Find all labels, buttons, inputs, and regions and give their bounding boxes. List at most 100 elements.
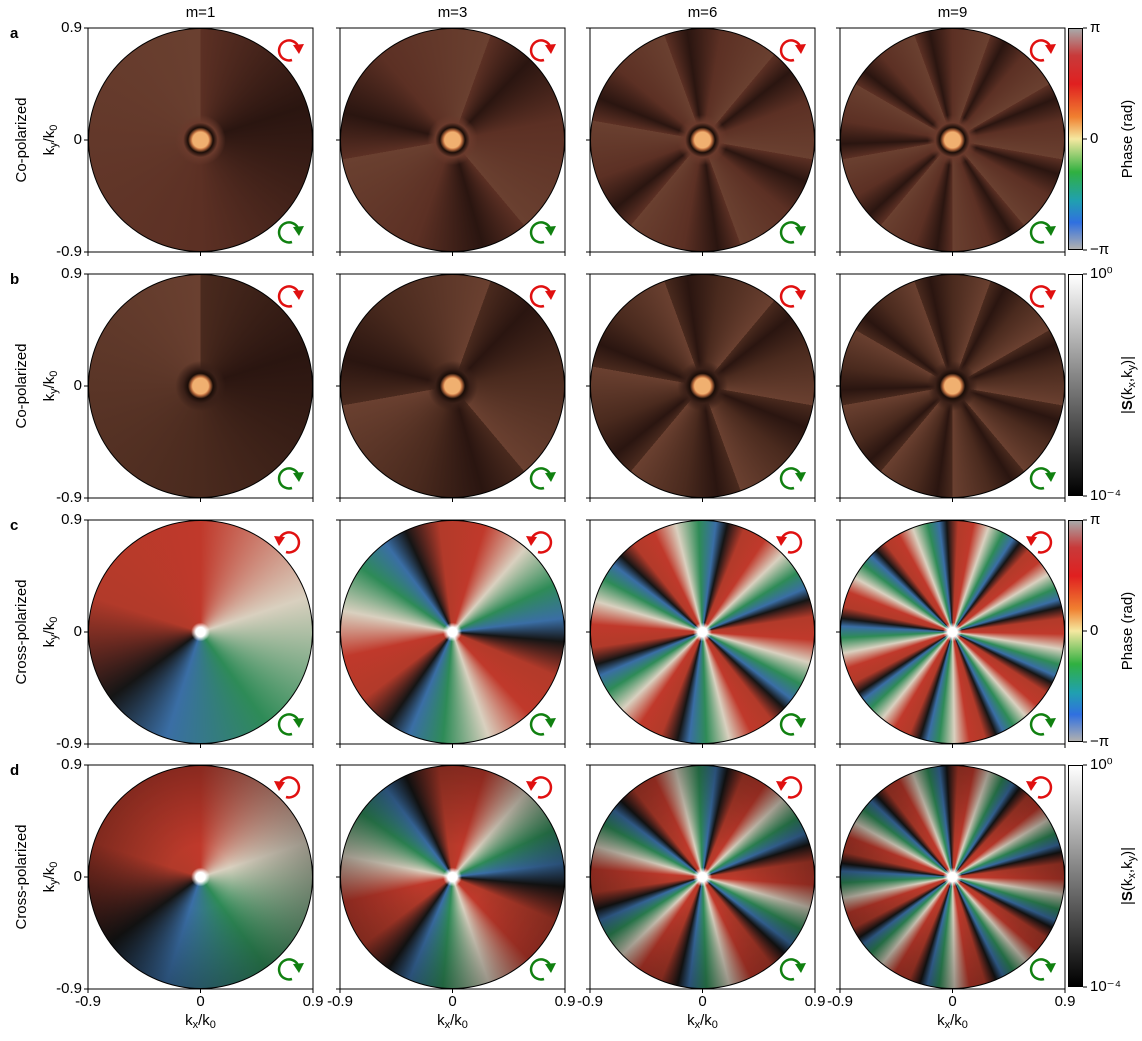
arrow-arc (1031, 286, 1050, 306)
arrow-arc (1031, 959, 1050, 979)
y-tick-label: 0.9 (61, 756, 82, 773)
arrow-arc (531, 714, 550, 734)
arrow-arc (279, 286, 298, 306)
arrow-head (545, 290, 556, 300)
rotation-arrow (531, 286, 556, 306)
axes-frame (840, 520, 1065, 744)
column-title: m=6 (688, 4, 718, 21)
row-label: Co-polarized (13, 343, 30, 428)
rotation-arrow (279, 222, 304, 242)
rotation-arrow (1031, 40, 1056, 60)
arrow-arc (279, 40, 298, 60)
colorbar-label: Phase (rad) (1119, 592, 1136, 670)
axes-frame (88, 765, 313, 989)
arrow-arc (531, 40, 550, 60)
axes-frame (840, 28, 1065, 252)
colorbar-tick-label: 10⁰ (1090, 265, 1113, 282)
colorbar-tick-label: π (1090, 19, 1100, 36)
rotation-arrow (781, 40, 806, 60)
arrow-arc (781, 959, 800, 979)
axes-frame (590, 274, 815, 498)
arrow-head (795, 963, 806, 973)
x-axis-label: kx/k0 (937, 1012, 968, 1031)
arrow-head (1045, 718, 1056, 728)
arrow-head (795, 226, 806, 236)
rotation-arrow (279, 468, 304, 488)
arrow-arc (279, 222, 298, 242)
rotation-arrow (531, 959, 556, 979)
arrow-arc (531, 959, 550, 979)
arrow-head (274, 536, 285, 546)
arrow-head (1026, 536, 1037, 546)
rotation-arrow (781, 714, 806, 734)
row-letter: c (10, 517, 18, 534)
y-tick-label: 0.9 (61, 19, 82, 36)
arrow-head (293, 472, 304, 482)
rotation-arrow (526, 532, 551, 552)
colorbar-label: Phase (rad) (1119, 100, 1136, 178)
arrow-head (776, 781, 787, 791)
row-label: Cross-polarized (13, 579, 30, 684)
x-tick-label: -0.9 (577, 993, 603, 1010)
arrow-head (545, 472, 556, 482)
rotation-arrow (531, 714, 556, 734)
x-tick-label: -0.9 (327, 993, 353, 1010)
colorbar-tick-label: 10⁻⁴ (1090, 978, 1121, 995)
arrow-head (293, 44, 304, 54)
y-tick-label: -0.9 (56, 243, 82, 260)
arrow-arc (781, 714, 800, 734)
rotation-arrow (531, 222, 556, 242)
x-axis-label: kx/k0 (185, 1012, 216, 1031)
rotation-arrow (1031, 959, 1056, 979)
colorbar-tick-label: 0 (1090, 130, 1098, 147)
rotation-arrow (1031, 222, 1056, 242)
x-axis-label: kx/k0 (687, 1012, 718, 1031)
arrow-head (293, 290, 304, 300)
axes-frame (340, 28, 565, 252)
row-label: Cross-polarized (13, 824, 30, 929)
axes-frame (340, 765, 565, 989)
rotation-arrow (776, 532, 801, 552)
arrow-head (293, 963, 304, 973)
colorbar-tick-label: −π (1090, 241, 1109, 258)
arrow-head (1026, 781, 1037, 791)
arrow-head (1045, 963, 1056, 973)
y-tick-label: 0 (74, 377, 82, 394)
rotation-arrow (274, 532, 299, 552)
figure: m=1m=3m=6m=9aCo-polarizedky/k0-0.900.9π0… (0, 0, 1142, 1041)
arrow-head (776, 536, 787, 546)
arrow-arc (1031, 222, 1050, 242)
arrow-head (545, 963, 556, 973)
row-letter: d (10, 762, 19, 779)
arrow-arc (781, 468, 800, 488)
x-tick-label: 0.9 (555, 993, 576, 1010)
x-tick-label: 0.9 (805, 993, 826, 1010)
y-axis-label: ky/k0 (41, 125, 60, 156)
arrow-arc (1031, 40, 1050, 60)
arrow-arc (279, 468, 298, 488)
arrow-head (545, 44, 556, 54)
x-tick-label: -0.9 (75, 993, 101, 1010)
overlay: m=1m=3m=6m=9aCo-polarizedky/k0-0.900.9π0… (0, 0, 1142, 1041)
column-title: m=3 (438, 4, 468, 21)
x-tick-label: 0.9 (303, 993, 324, 1010)
axes-frame (590, 28, 815, 252)
rotation-arrow (1026, 777, 1051, 797)
rotation-arrow (526, 777, 551, 797)
arrow-head (795, 44, 806, 54)
arrow-head (526, 781, 537, 791)
rotation-arrow (531, 468, 556, 488)
axes-frame (88, 28, 313, 252)
colorbar-label: |S(kx,ky)| (1119, 847, 1138, 905)
rotation-arrow (781, 468, 806, 488)
arrow-head (293, 226, 304, 236)
rotation-arrow (1031, 714, 1056, 734)
rotation-arrow (781, 286, 806, 306)
arrow-arc (531, 222, 550, 242)
column-title: m=1 (186, 4, 216, 21)
arrow-arc (531, 468, 550, 488)
arrow-head (795, 472, 806, 482)
column-title: m=9 (938, 4, 968, 21)
arrow-arc (1032, 532, 1051, 552)
rotation-arrow (776, 777, 801, 797)
